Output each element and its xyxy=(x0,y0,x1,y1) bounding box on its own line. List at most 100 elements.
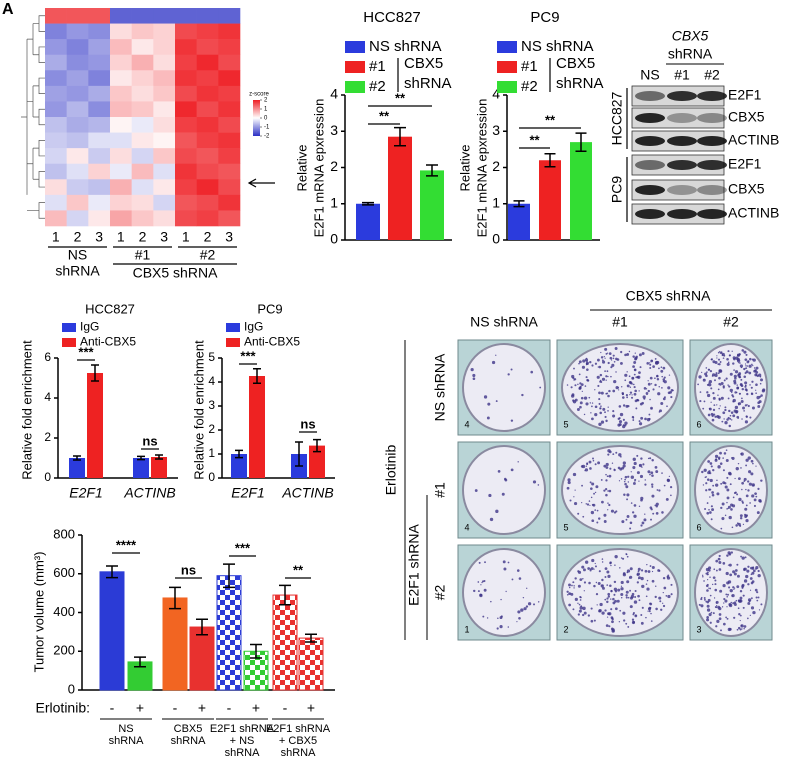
column-label: 3 xyxy=(95,229,103,245)
significance-label: ns xyxy=(142,433,157,448)
colony xyxy=(724,599,728,603)
colony xyxy=(626,555,629,558)
colony xyxy=(720,629,722,632)
error-bar xyxy=(106,565,118,579)
colorbar-tick-label: 0 xyxy=(264,116,268,122)
colony xyxy=(726,508,728,510)
colony xyxy=(579,405,582,409)
colony xyxy=(650,471,654,475)
colony xyxy=(586,378,589,382)
colony xyxy=(702,407,705,410)
colony xyxy=(727,505,731,509)
x-tick-label: + xyxy=(252,700,260,716)
y-tick-label: 3 xyxy=(330,122,338,138)
colony xyxy=(608,389,611,393)
colony xyxy=(612,357,615,360)
error-bar xyxy=(223,563,235,589)
lane-label: #1 xyxy=(674,67,690,83)
colony xyxy=(741,397,743,400)
heatmap-cell xyxy=(110,70,132,87)
colony xyxy=(566,593,569,596)
colony xyxy=(708,383,712,387)
x-tick-label: E2F1 xyxy=(69,485,102,501)
colony xyxy=(666,405,668,408)
colony xyxy=(619,567,621,569)
heatmap-cell xyxy=(131,179,154,196)
colony xyxy=(745,365,747,367)
colony xyxy=(577,570,582,574)
heatmap-cell xyxy=(110,23,132,40)
legend-swatch xyxy=(226,338,240,347)
plate-number: 5 xyxy=(563,419,568,429)
colony xyxy=(586,360,588,363)
colony xyxy=(717,394,719,396)
colony xyxy=(718,613,722,616)
colony xyxy=(736,493,739,496)
colony xyxy=(719,351,723,355)
colony xyxy=(751,571,755,575)
colony xyxy=(490,600,492,603)
colony xyxy=(573,587,575,589)
colony xyxy=(762,388,766,392)
colony xyxy=(647,610,649,612)
colony xyxy=(645,392,649,395)
chart-title: HCC827 xyxy=(85,301,135,316)
colony xyxy=(751,494,755,498)
colony xyxy=(634,614,638,618)
colony xyxy=(663,484,666,487)
colony xyxy=(755,383,758,386)
colony xyxy=(752,610,756,615)
colony xyxy=(732,398,736,403)
colony xyxy=(724,406,727,409)
colony xyxy=(706,511,710,515)
colony xyxy=(478,561,481,564)
colony xyxy=(749,502,751,504)
colony xyxy=(599,373,603,377)
colony xyxy=(748,600,751,603)
colony xyxy=(734,477,736,480)
colony xyxy=(582,606,586,611)
colony xyxy=(651,459,654,462)
colony xyxy=(721,420,724,423)
colony xyxy=(726,501,728,504)
colony xyxy=(750,386,753,389)
heatmap-cell xyxy=(110,117,132,133)
heatmap-cell xyxy=(45,117,67,133)
colony xyxy=(714,454,719,458)
heatmap-cell xyxy=(66,117,89,133)
colony xyxy=(760,603,763,606)
colony xyxy=(606,600,609,604)
colony xyxy=(699,391,702,393)
colony xyxy=(610,589,613,592)
colony xyxy=(609,584,612,587)
legend-label: shRNA xyxy=(556,75,604,92)
colony xyxy=(741,481,745,485)
error-bar xyxy=(279,584,291,606)
colony xyxy=(502,560,506,564)
heatmap-cell xyxy=(45,39,67,56)
colony xyxy=(737,462,740,465)
colony xyxy=(584,470,586,472)
colony xyxy=(577,512,580,515)
colony xyxy=(588,581,591,585)
x-tick-label: + xyxy=(136,700,144,716)
x-tick-label: + xyxy=(198,700,206,716)
group-label: NS xyxy=(68,247,87,263)
colony xyxy=(636,454,639,457)
colony xyxy=(660,608,663,611)
colony xyxy=(647,470,651,474)
colony xyxy=(745,494,749,498)
colony xyxy=(662,576,666,580)
plate-number: 4 xyxy=(464,419,469,429)
heatmap-cell xyxy=(66,132,89,149)
heatmap-cell xyxy=(110,85,132,102)
colony xyxy=(714,458,718,462)
heatmap-cell xyxy=(153,210,176,227)
colony xyxy=(522,596,525,599)
colony xyxy=(712,392,715,395)
significance-label: *** xyxy=(235,540,251,555)
colony xyxy=(608,625,611,628)
colony xyxy=(709,621,712,624)
plate-number: 1 xyxy=(464,624,469,634)
colony xyxy=(661,511,664,514)
